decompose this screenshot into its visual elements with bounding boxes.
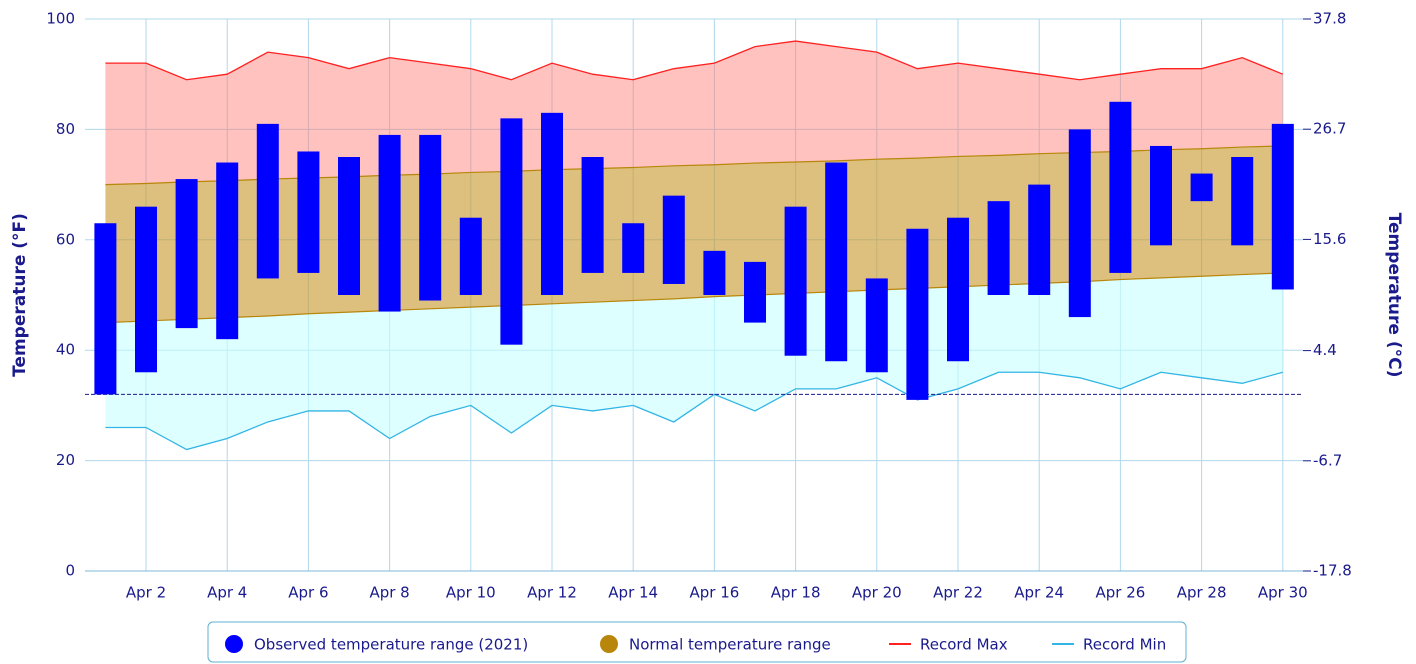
bar [256, 123, 279, 279]
bar [906, 228, 929, 400]
x-tick-label: Apr 10 [446, 584, 496, 602]
bar [175, 179, 198, 329]
x-tick-label: Apr 14 [608, 584, 658, 602]
bar [865, 278, 888, 373]
bar [703, 250, 726, 295]
x-tick-label: Apr 4 [207, 584, 247, 602]
y2-tick-label: -6.7 [1313, 451, 1342, 469]
x-tick-label: Apr 24 [1014, 584, 1064, 602]
bar [216, 162, 239, 340]
y-tick-label: 40 [56, 341, 75, 359]
legend-label: Normal temperature range [629, 636, 831, 654]
bar [1271, 123, 1294, 290]
bar [947, 217, 969, 362]
y2-tick-label: 4.4 [1313, 341, 1337, 359]
x-tick-label: Apr 30 [1258, 584, 1308, 602]
x-tick-label: Apr 16 [689, 584, 739, 602]
bar [297, 151, 320, 273]
record-max-line [105, 40, 1284, 81]
legend-label: Record Max [920, 636, 1008, 654]
bar [1150, 145, 1172, 246]
x-tick-label: Apr 22 [933, 584, 983, 602]
x-tick-label: Apr 8 [369, 584, 409, 602]
bar [419, 134, 442, 301]
bar [1231, 157, 1254, 246]
y-tick-label: 20 [56, 451, 75, 469]
cold-band [105, 272, 1283, 450]
legend-marker [600, 635, 618, 653]
bar [825, 162, 848, 362]
legend-item[interactable]: Record Min [1052, 636, 1166, 654]
legend-label: Observed temperature range (2021) [254, 636, 528, 654]
x-tick-label: Apr 26 [1095, 584, 1145, 602]
y-tick-label: 80 [56, 120, 75, 138]
bar [662, 195, 685, 284]
y2-tick-label: 37.8 [1313, 10, 1346, 28]
y2-tick-label: 26.7 [1313, 120, 1346, 138]
bar [135, 206, 157, 373]
x-tick-label: Apr 20 [852, 584, 902, 602]
bar [581, 157, 604, 273]
bar [1068, 129, 1091, 318]
legend-item[interactable]: Record Max [889, 636, 1008, 654]
bar [541, 112, 563, 295]
bar [338, 157, 360, 295]
bar [500, 118, 523, 345]
x-tick-label: Apr 18 [771, 584, 821, 602]
y2-tick-label: 15.6 [1313, 230, 1346, 248]
y-tick-label: 60 [56, 230, 75, 248]
bar [378, 134, 401, 312]
bar [1028, 184, 1051, 295]
bar [744, 261, 766, 323]
bar [987, 201, 1010, 295]
bar [94, 223, 117, 395]
bar [1190, 173, 1213, 202]
y2-axis-label: Temperature (°C) [1384, 213, 1404, 378]
y-axis-label: Temperature (°F) [10, 213, 30, 377]
bar [1109, 101, 1132, 273]
bar [622, 223, 645, 273]
x-tick-label: Apr 28 [1177, 584, 1227, 602]
y-tick-label: 100 [46, 10, 75, 28]
x-tick-label: Apr 6 [288, 584, 328, 602]
bar [784, 206, 807, 356]
legend-box [207, 621, 1187, 663]
x-tick-label: Apr 2 [126, 584, 166, 602]
y2-tick-label: -17.8 [1313, 562, 1352, 580]
record-min-line [105, 371, 1283, 451]
y-tick-label: 0 [65, 562, 75, 580]
legend-item[interactable]: Normal temperature range [600, 635, 831, 654]
x-tick-label: Apr 12 [527, 584, 577, 602]
legend-label: Record Min [1083, 636, 1166, 654]
legend-marker [225, 635, 243, 653]
legend-item[interactable]: Observed temperature range (2021) [225, 635, 528, 654]
bar [459, 217, 482, 295]
